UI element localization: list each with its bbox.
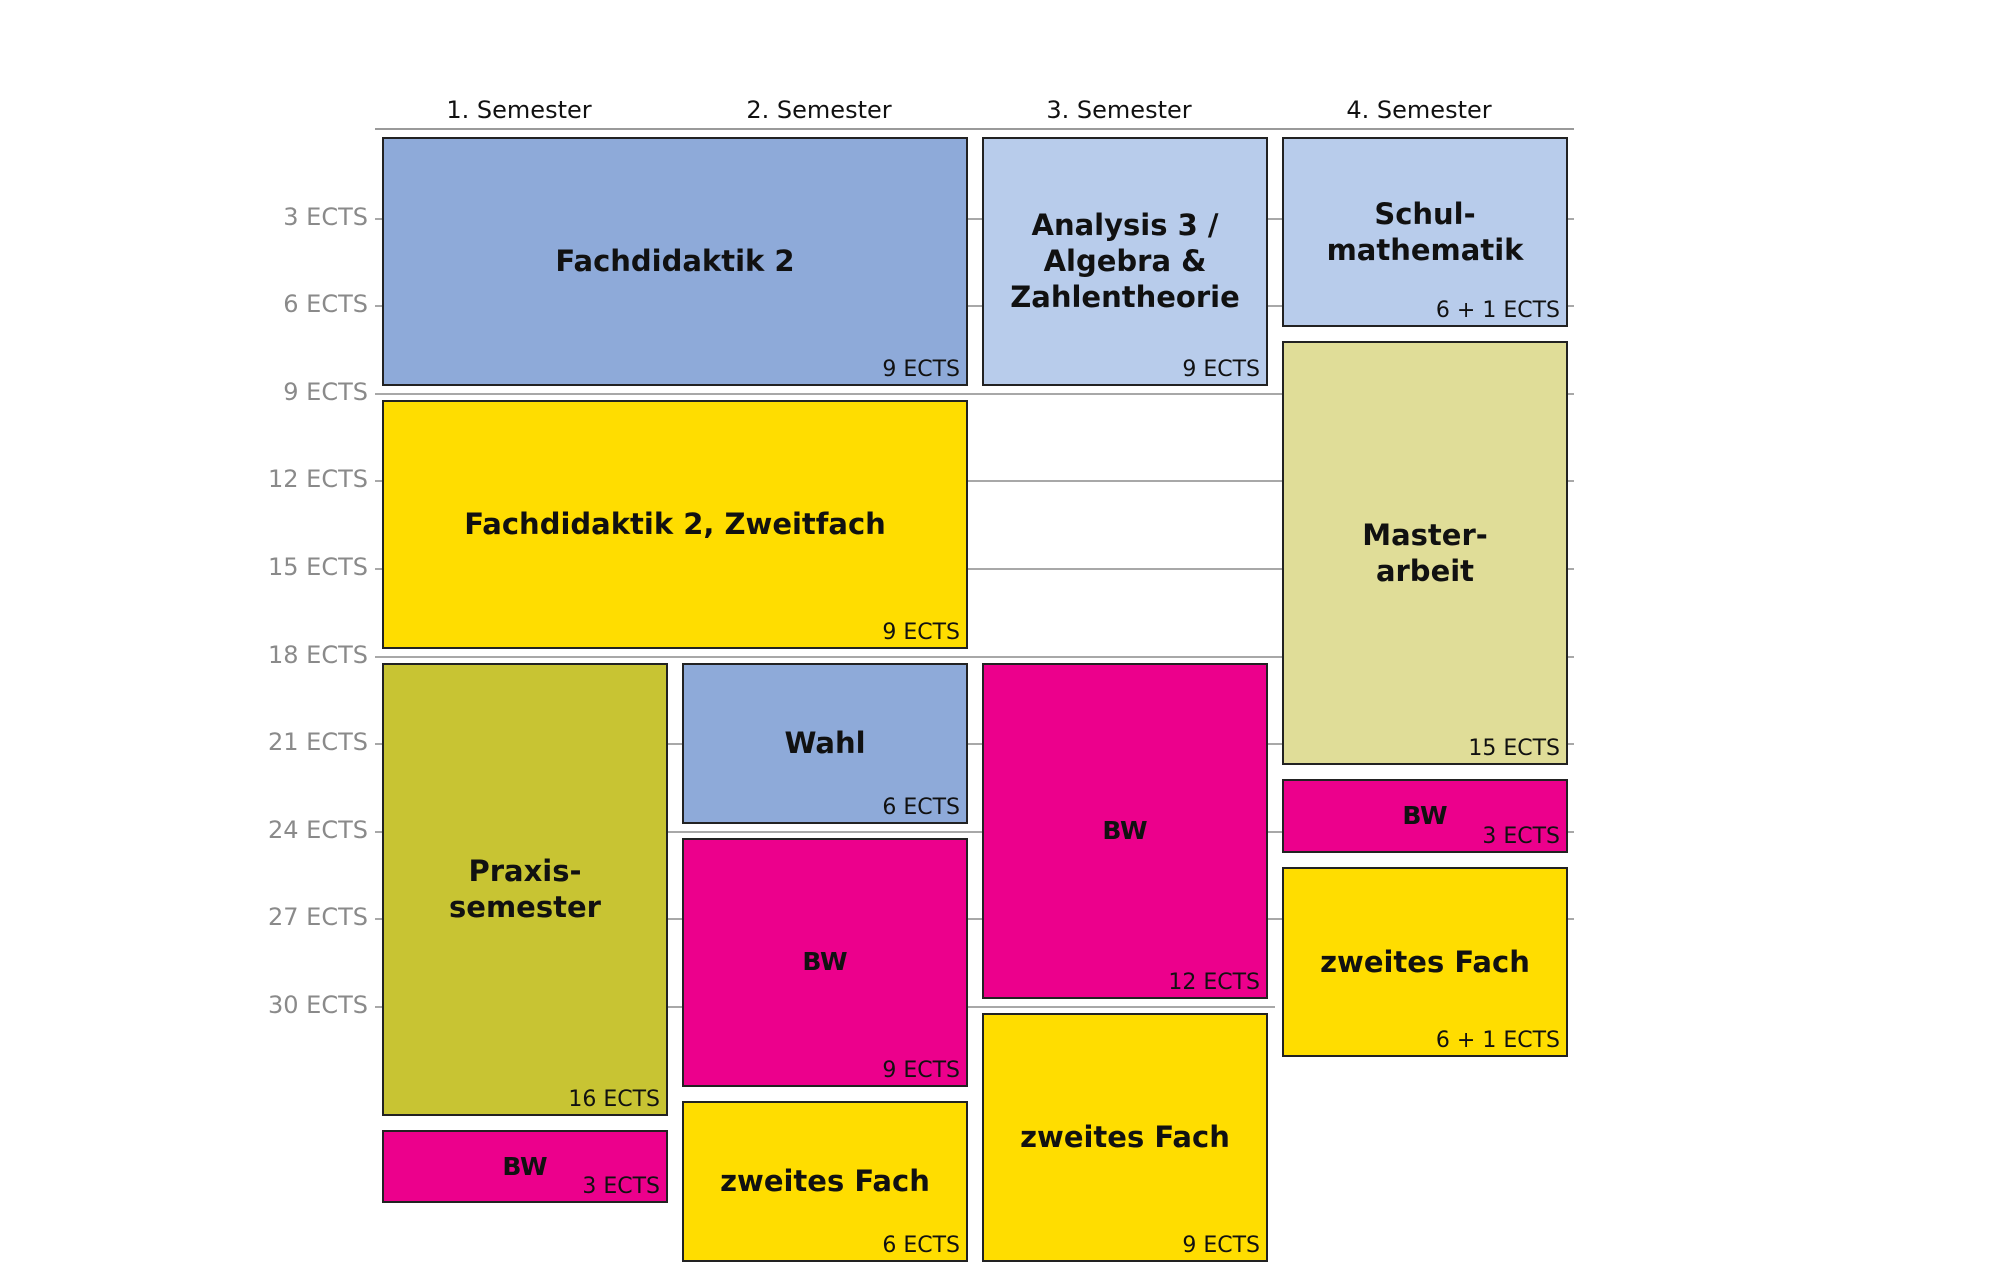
y-axis-label: 24 ECTS — [268, 815, 368, 844]
gridline — [375, 830, 1574, 833]
module-ects: 9 ECTS — [1182, 356, 1260, 382]
gridline — [375, 217, 1574, 220]
module-box: BW 3 ECTS — [1282, 779, 1568, 853]
y-axis-label: 30 ECTS — [268, 991, 368, 1019]
module-ects: 6 ECTS — [882, 794, 960, 820]
y-axis-label: 9 ECTS — [283, 377, 368, 406]
module-box: zweites Fach 6 + 1 ECTS — [1282, 867, 1568, 1058]
module-title: Praxis- semester — [449, 854, 601, 925]
module-ects: 6 ECTS — [882, 1232, 960, 1258]
gridline — [375, 655, 1574, 658]
module-ects: 6 + 1 ECTS — [1435, 1028, 1560, 1054]
module-box: Praxis- semester 16 ECTS — [382, 662, 668, 1116]
module-ects: 9 ECTS — [882, 1057, 960, 1083]
module-ects: 16 ECTS — [568, 1086, 660, 1112]
semester-header-1: 1. Semester — [446, 96, 592, 124]
module-title: Master- arbeit — [1362, 518, 1488, 589]
gridline — [375, 480, 1574, 483]
module-title: Schul- mathematik — [1326, 197, 1524, 268]
module-title: Fachdidaktik 2 — [555, 244, 795, 279]
y-axis-label: 6 ECTS — [283, 290, 368, 319]
module-title: Wahl — [784, 726, 866, 761]
module-title: Analysis 3 / Algebra & Zahlentheorie — [1010, 208, 1240, 315]
module-title: BW — [1102, 815, 1148, 845]
module-ects: 9 ECTS — [1182, 1232, 1260, 1258]
gridline — [375, 743, 1574, 746]
module-box: zweites Fach 6 ECTS — [682, 1100, 968, 1262]
y-axis-label: 18 ECTS — [268, 640, 368, 669]
y-axis-label: 21 ECTS — [268, 728, 368, 757]
y-axis-label: 3 ECTS — [283, 202, 368, 231]
study-plan-diagram: 1. Semester 2. Semester 3. Semester 4. S… — [268, 96, 1574, 1262]
module-box: BW 12 ECTS — [982, 662, 1268, 999]
module-title: zweites Fach — [1020, 1120, 1230, 1155]
module-box: Wahl 6 ECTS — [682, 662, 968, 824]
gridline — [375, 305, 1574, 308]
header-divider — [375, 128, 1574, 130]
module-box: Analysis 3 / Algebra & Zahlentheorie 9 EC… — [982, 137, 1268, 386]
module-box: BW 9 ECTS — [682, 837, 968, 1087]
module-box: Fachdidaktik 2, Zweitfach 9 ECTS — [382, 399, 968, 649]
module-ects: 12 ECTS — [1168, 969, 1260, 995]
module-ects: 9 ECTS — [882, 619, 960, 645]
gridline — [375, 918, 1574, 921]
y-axis-label: 15 ECTS — [268, 553, 368, 581]
module-box: zweites Fach 9 ECTS — [982, 1013, 1268, 1262]
gridline — [375, 568, 1574, 570]
gridline — [375, 392, 1574, 395]
module-title: zweites Fach — [1320, 945, 1530, 980]
module-title: zweites Fach — [720, 1164, 930, 1199]
module-box: Fachdidaktik 2 9 ECTS — [382, 137, 968, 386]
semester-header-4: 4. Semester — [1346, 96, 1492, 124]
module-ects: 3 ECTS — [1482, 823, 1560, 849]
semester-header-3: 3. Semester — [1046, 96, 1192, 124]
module-box: Master- arbeit 15 ECTS — [1282, 341, 1568, 766]
module-title: BW — [1402, 801, 1448, 831]
module-ects: 9 ECTS — [882, 356, 960, 382]
y-axis-label: 12 ECTS — [268, 465, 368, 494]
module-title: Fachdidaktik 2, Zweitfach — [464, 507, 886, 542]
module-ects: 15 ECTS — [1468, 736, 1560, 762]
module-ects: 6 + 1 ECTS — [1435, 298, 1560, 324]
y-axis-label: 27 ECTS — [268, 903, 368, 932]
module-title: BW — [802, 947, 848, 977]
module-box: Schul- mathematik 6 + 1 ECTS — [1282, 137, 1568, 328]
module-ects: 3 ECTS — [582, 1174, 660, 1200]
semester-header-2: 2. Semester — [746, 96, 892, 124]
